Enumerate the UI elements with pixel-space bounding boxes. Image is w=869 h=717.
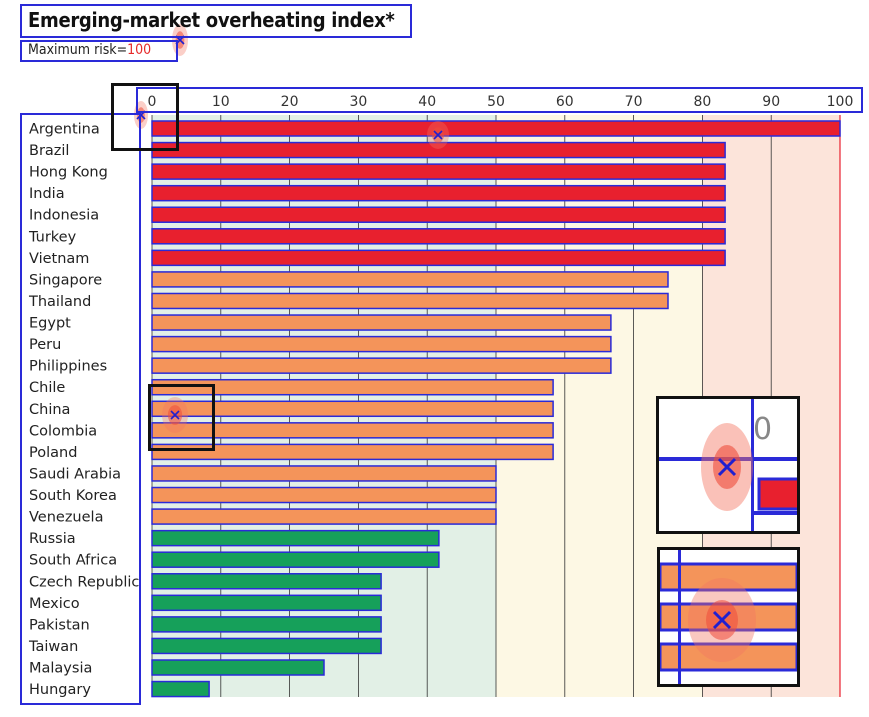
zoom-inset-china-bar-graphic [660,550,797,684]
category-label-thailand: Thailand [28,294,91,310]
category-label-malaysia: Malaysia [29,661,92,677]
bar-singapore [151,271,669,288]
x-tick-label-10: 10 [212,94,230,110]
category-label-peru: Peru [29,337,61,353]
category-label-south-africa: South Africa [29,553,117,569]
bar-egypt [151,314,612,331]
category-label-russia: Russia [29,531,76,547]
bar-south-africa [151,551,440,568]
category-label-chile: Chile [29,380,65,396]
category-label-turkey: Turkey [28,229,77,245]
bar-colombia [151,422,554,439]
bar-china [151,400,554,418]
chart-subtitle: Maximum risk=100 [28,42,151,58]
bar-chile [151,378,554,396]
bar-indonesia [151,206,726,223]
bar-south-korea [151,486,497,504]
category-label-singapore: Singapore [29,272,102,288]
bar-malaysia [151,659,325,676]
x-tick-label-100: 100 [827,94,854,110]
category-label-south-korea: South Korea [29,488,117,504]
category-label-pakistan: Pakistan [29,617,90,633]
subtitle-box [20,40,178,62]
bar-saudi-arabia [151,465,497,482]
category-label-indonesia: Indonesia [29,208,99,224]
category-label-mexico: Mexico [29,596,80,612]
bar-hong-kong [151,163,726,180]
bar-poland [151,443,554,461]
x-tick-label-70: 70 [625,94,643,110]
zoom-inset-axis-origin: 0 [656,396,800,534]
category-label-hong-kong: Hong Kong [29,165,108,181]
zoom-inset-axis-origin-graphic: 0 [659,399,797,531]
category-label-poland: Poland [29,445,77,461]
bar-hungary [151,680,210,698]
category-label-saudi-arabia: Saudi Arabia [29,466,121,482]
bar-czech-republic [151,573,382,590]
x-tick-label-0: 0 [148,94,157,110]
category-label-venezuela: Venezuela [29,510,103,526]
bar-thailand [151,292,669,310]
marker-argentina-bar [427,121,449,149]
x-tick-label-50: 50 [487,94,505,110]
category-label-colombia: Colombia [29,423,97,439]
x-tick-label-20: 20 [281,94,299,110]
zoom-inset-china-bar [657,547,800,687]
category-label-philippines: Philippines [29,359,107,375]
x-tick-label-30: 30 [349,94,367,110]
subtitle-value: 100 [127,42,152,58]
category-label-vietnam: Vietnam [29,251,89,267]
category-box [20,113,141,705]
marker-china-bar [162,397,188,433]
bar-philippines [151,357,612,374]
category-label-hungary: Hungary [29,682,91,698]
category-label-taiwan: Taiwan [28,639,78,655]
bar-russia [151,529,440,547]
bar-mexico [151,594,382,612]
bar-taiwan [151,637,382,655]
highlight-box-axis-origin [111,83,179,151]
bar-turkey [151,228,726,245]
highlight-box-china-bar [148,384,215,451]
category-label-brazil: Brazil [29,143,69,159]
category-label-egypt: Egypt [29,316,71,332]
x-tick-label-80: 80 [693,94,711,110]
bar-peru [151,335,612,353]
bar-argentina [151,120,841,137]
x-tick-label-40: 40 [418,94,436,110]
category-label-argentina: Argentina [29,122,100,138]
chart-title: Emerging-market overheating index* [28,8,395,32]
bar-pakistan [151,616,382,633]
x-tick-label-60: 60 [556,94,574,110]
title-box [20,4,412,38]
bar-venezuela [151,508,497,525]
subtitle-prefix: Maximum risk= [28,42,128,58]
category-label-czech-republic: Czech Republic [29,574,139,590]
bar-vietnam [151,249,726,267]
svg-text:0: 0 [753,412,772,447]
category-label-china: China [29,402,70,418]
category-label-india: India [29,186,65,202]
bar-india [151,184,726,202]
x-axis-box [136,87,863,113]
x-tick-label-90: 90 [762,94,780,110]
